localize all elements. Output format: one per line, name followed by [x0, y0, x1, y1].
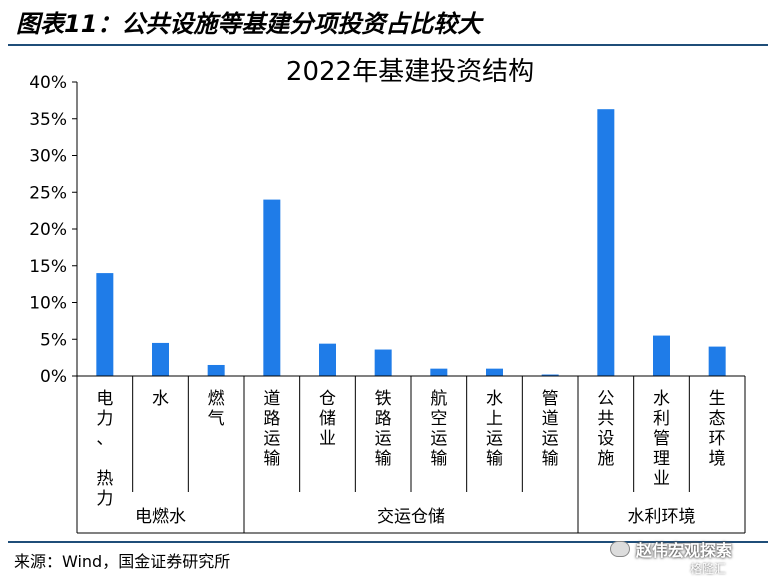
x-category-label: 设: [597, 429, 614, 449]
x-category-label: 运: [542, 429, 559, 449]
x-category-label: 路: [375, 409, 392, 429]
x-group-label: 水利环境: [628, 507, 696, 527]
y-tick-label: 0%: [40, 367, 67, 387]
y-tick-label: 5%: [40, 330, 67, 350]
x-category-label: 气: [208, 409, 225, 429]
x-category-label: 热: [96, 469, 113, 489]
y-tick-label: 35%: [29, 110, 67, 130]
x-category-label: 铁: [375, 389, 392, 409]
y-tick-label: 40%: [29, 73, 67, 93]
bar: [152, 342, 169, 376]
top-rule: [8, 44, 768, 46]
x-category-label: 运: [263, 429, 280, 449]
x-category-label: 燃: [208, 389, 225, 409]
x-category-label: 业: [653, 469, 670, 489]
bottom-rule: [8, 541, 768, 543]
x-category-label: 道: [542, 409, 559, 429]
x-category-label: 理: [653, 449, 670, 469]
y-tick-label: 25%: [29, 183, 67, 203]
bar: [486, 368, 503, 376]
bar: [207, 364, 225, 376]
watermark-text: 赵伟宏观探索: [636, 541, 733, 560]
bars-group: [96, 109, 726, 376]
y-tick-label: 15%: [29, 257, 67, 277]
x-category-label: 电: [96, 389, 113, 409]
x-category-label: 共: [597, 409, 614, 429]
x-category-label: 力: [96, 409, 113, 429]
x-category-label: 上: [486, 409, 503, 429]
x-category-label: 态: [709, 409, 726, 429]
y-tick-label: 30%: [29, 147, 67, 167]
x-category-label: 运: [486, 429, 503, 449]
x-category-label: 储: [319, 409, 336, 429]
x-category-label: 道: [263, 389, 280, 409]
x-group-label: 交运仓储: [377, 507, 445, 527]
x-category-label: 施: [597, 449, 614, 469]
x-category-label: 水: [653, 389, 670, 409]
x-category-label: 、: [96, 429, 113, 449]
x-axis: 电力、热力水 燃气道路运输仓储业铁路运输航空运输水上运输管道运输公共设施水利管理业…: [76, 375, 746, 534]
x-category-label: 公: [597, 389, 614, 409]
x-category-label: 运: [430, 429, 447, 449]
x-category-label: 输: [542, 449, 559, 469]
bar: [541, 374, 559, 376]
x-category-label: 路: [263, 409, 280, 429]
x-category-label: 水: [486, 389, 503, 409]
x-category-label: 空: [430, 409, 447, 429]
bar: [319, 343, 336, 376]
bar: [708, 346, 726, 376]
wechat-icon: [610, 541, 630, 557]
x-category-label: 管: [542, 389, 559, 409]
watermark-secondary: 格隆汇: [690, 562, 727, 576]
x-category-label: 管: [653, 429, 670, 449]
x-category-label: 输: [263, 449, 280, 469]
x-category-label: 输: [430, 449, 447, 469]
x-category-label: 航: [430, 389, 447, 409]
source-note: 来源：Wind，国金证券研究所: [14, 552, 231, 571]
x-category-label: 运: [375, 429, 392, 449]
x-category-label: 仓: [319, 389, 336, 409]
bar: [430, 368, 448, 376]
x-category-label: 力: [96, 489, 113, 509]
watermark: 赵伟宏观探索: [610, 537, 732, 561]
bar: [597, 109, 615, 376]
bar: [96, 273, 114, 376]
y-tick-label: 10%: [29, 294, 67, 314]
x-category-label: 境: [709, 449, 726, 469]
figure-title: 图表11：公共设施等基建分项投资占比较大: [16, 10, 482, 38]
y-tick-label: 20%: [29, 220, 67, 240]
x-category-label: 业: [319, 429, 336, 449]
x-category-label: 输: [486, 449, 503, 469]
x-category-label: 生: [709, 389, 726, 409]
x-category-label: 环: [709, 429, 726, 449]
bar: [263, 199, 281, 376]
x-group-label: 电燃水: [135, 507, 186, 527]
bar-chart: 2022年基建投资结构 0%5%10%15%20%25%30%35%40% 电力…: [29, 57, 746, 534]
bar: [374, 349, 392, 376]
chart-title: 2022年基建投资结构: [286, 57, 534, 87]
y-axis: 0% 5% 10% 15% 20% 25% 30% 35% 40%: [29, 73, 78, 387]
x-category-label: 输: [375, 449, 392, 469]
x-category-label: 利: [653, 409, 670, 429]
x-category-label: 水: [152, 389, 169, 409]
bar: [653, 335, 670, 376]
